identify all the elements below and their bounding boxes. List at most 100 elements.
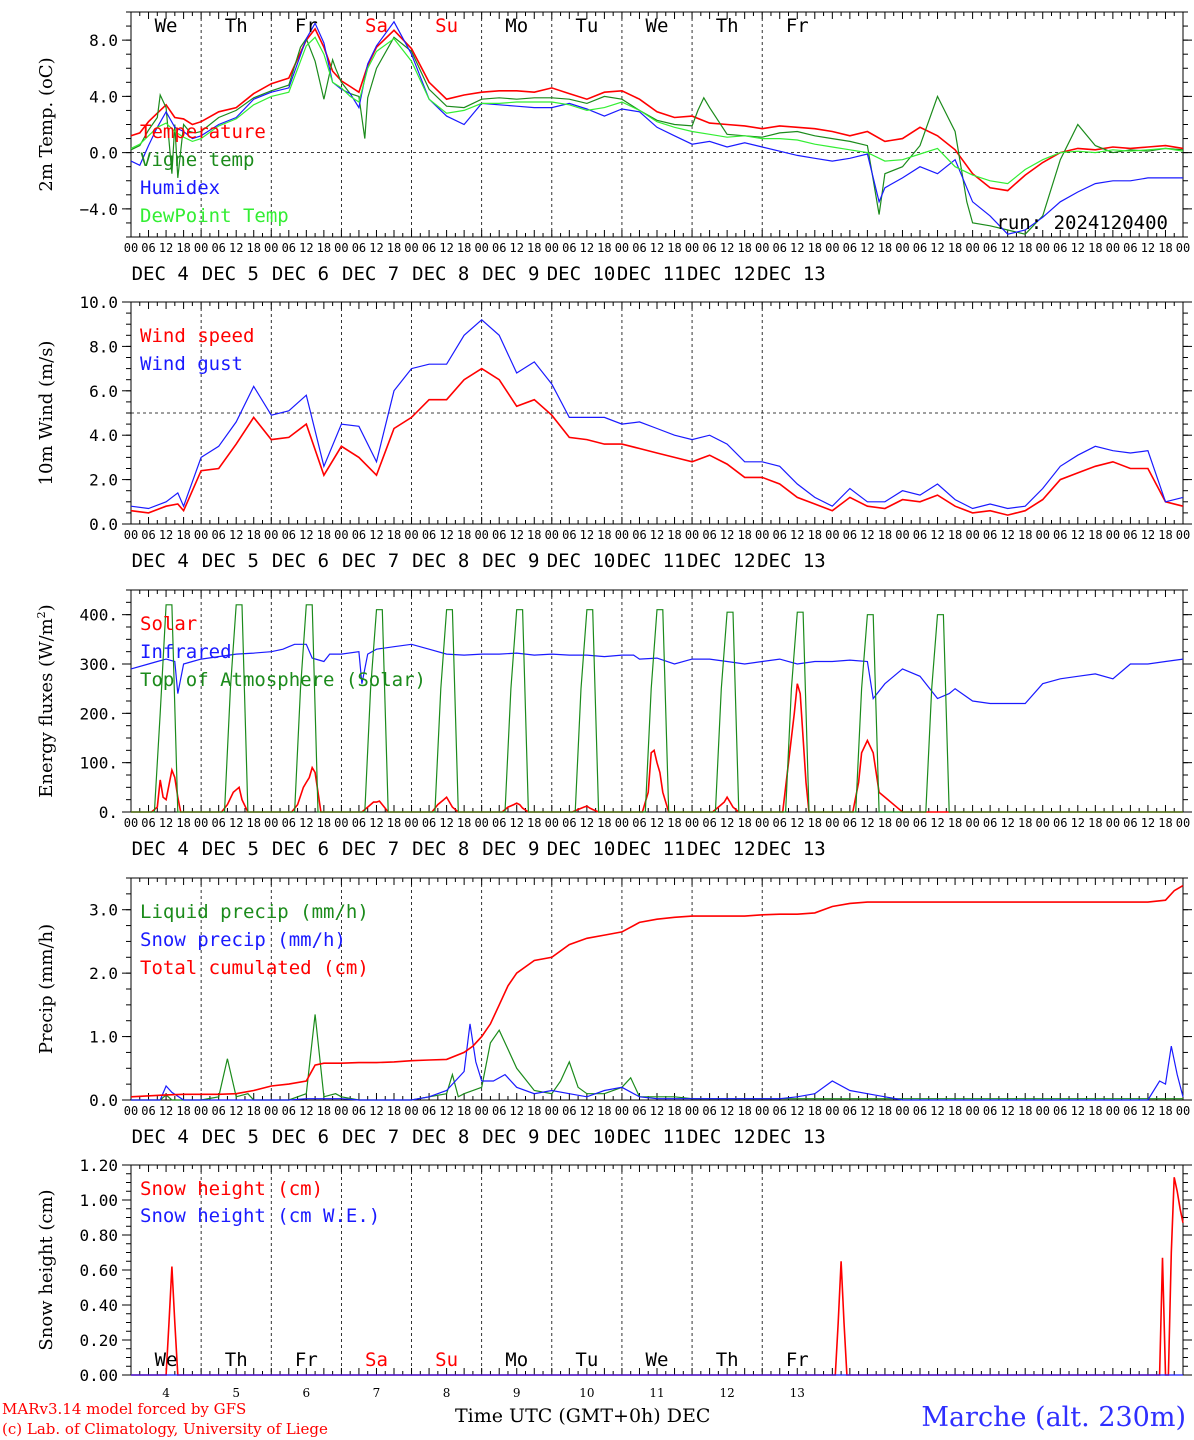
hour-tick-label: 06 bbox=[562, 1104, 576, 1118]
weekday-label: Tu bbox=[575, 15, 598, 37]
hour-tick-label: 12 bbox=[1141, 1104, 1155, 1118]
hour-tick-label: 00 bbox=[124, 816, 138, 830]
hour-tick-label: 12 bbox=[860, 241, 874, 255]
hour-tick-label: 06 bbox=[843, 816, 857, 830]
y-tick-label: 400. bbox=[79, 606, 118, 625]
hour-tick-label: 18 bbox=[597, 241, 611, 255]
hour-tick-label: 00 bbox=[124, 1104, 138, 1118]
date-label: DEC 5 bbox=[202, 550, 259, 572]
hour-tick-label: 18 bbox=[808, 528, 822, 542]
hour-tick-label: 18 bbox=[457, 241, 471, 255]
hour-tick-label: 00 bbox=[615, 816, 629, 830]
hour-tick-label: 00 bbox=[685, 528, 699, 542]
hour-tick-label: 00 bbox=[1036, 1104, 1050, 1118]
series-line bbox=[130, 36, 1184, 235]
y-tick-label: 4.0 bbox=[89, 426, 118, 445]
weekday-label: Mo bbox=[505, 1349, 528, 1371]
hour-tick-label: 00 bbox=[1036, 528, 1050, 542]
hour-tick-label: 18 bbox=[1158, 528, 1172, 542]
series-line bbox=[131, 604, 1183, 813]
hour-tick-label: 12 bbox=[930, 816, 944, 830]
hour-tick-label: 12 bbox=[1071, 241, 1085, 255]
hour-tick-label: 00 bbox=[124, 241, 138, 255]
hour-tick-label: 12 bbox=[720, 241, 734, 255]
y-tick-label: 200. bbox=[79, 704, 118, 723]
series-line bbox=[130, 643, 1184, 705]
hour-tick-label: 12 bbox=[299, 528, 313, 542]
hour-tick-label: 00 bbox=[825, 241, 839, 255]
series-line bbox=[131, 1177, 1184, 1376]
date-label: DEC 7 bbox=[342, 550, 399, 572]
hour-tick-label: 18 bbox=[1088, 816, 1102, 830]
hour-tick-label: 18 bbox=[317, 816, 331, 830]
hour-tick-label: 12 bbox=[1141, 816, 1155, 830]
hour-tick-label: 06 bbox=[492, 1104, 506, 1118]
hour-tick-label: 18 bbox=[737, 528, 751, 542]
hour-tick-label: 00 bbox=[264, 241, 278, 255]
hour-tick-label: 18 bbox=[317, 1104, 331, 1118]
hour-tick-label: 12 bbox=[930, 241, 944, 255]
date-label: DEC 4 bbox=[132, 550, 189, 572]
hour-tick-label: 06 bbox=[632, 528, 646, 542]
hour-tick-label: 06 bbox=[352, 241, 366, 255]
day-number-label: 10 bbox=[579, 1386, 594, 1400]
hour-tick-label: 06 bbox=[843, 528, 857, 542]
hour-tick-label: 18 bbox=[527, 816, 541, 830]
date-label: DEC 10 bbox=[547, 838, 616, 860]
date-label: DEC 10 bbox=[547, 550, 616, 572]
y-axis-label: Snow height (cm) bbox=[36, 1189, 57, 1350]
hour-tick-label: 12 bbox=[860, 1104, 874, 1118]
hour-tick-label: 00 bbox=[1176, 816, 1190, 830]
hour-tick-label: 06 bbox=[141, 241, 155, 255]
hour-tick-label: 06 bbox=[562, 241, 576, 255]
hour-tick-label: 12 bbox=[790, 1104, 804, 1118]
hour-tick-label: 18 bbox=[387, 816, 401, 830]
hour-tick-label: 18 bbox=[1018, 241, 1032, 255]
date-label: DEC 7 bbox=[342, 1126, 399, 1148]
hour-tick-label: 12 bbox=[1000, 816, 1014, 830]
date-label: DEC 8 bbox=[412, 550, 469, 572]
hour-tick-label: 18 bbox=[1018, 816, 1032, 830]
hour-tick-label: 06 bbox=[1053, 1104, 1067, 1118]
hour-tick-label: 06 bbox=[983, 1104, 997, 1118]
hour-tick-label: 00 bbox=[334, 1104, 348, 1118]
weekday-label: Fr bbox=[786, 15, 809, 37]
hour-tick-label: 12 bbox=[720, 816, 734, 830]
hour-tick-label: 00 bbox=[194, 528, 208, 542]
hour-tick-label: 12 bbox=[159, 241, 173, 255]
date-label: DEC 9 bbox=[482, 550, 539, 572]
hour-tick-label: 18 bbox=[527, 1104, 541, 1118]
hour-tick-label: 06 bbox=[983, 241, 997, 255]
series-line bbox=[130, 318, 1184, 510]
legend-label: Humidex bbox=[140, 177, 220, 199]
hour-tick-label: 06 bbox=[141, 1104, 155, 1118]
hour-tick-label: 06 bbox=[492, 528, 506, 542]
hour-tick-label: 12 bbox=[229, 528, 243, 542]
hour-tick-label: 00 bbox=[264, 1104, 278, 1118]
weekday-label: Th bbox=[716, 15, 739, 37]
hour-tick-label: 06 bbox=[422, 528, 436, 542]
hour-tick-label: 06 bbox=[141, 528, 155, 542]
hour-tick-label: 18 bbox=[247, 1104, 261, 1118]
hour-tick-label: 00 bbox=[685, 816, 699, 830]
hour-tick-label: 06 bbox=[352, 1104, 366, 1118]
weekday-label: Fr bbox=[295, 1349, 318, 1371]
weekday-label: Su bbox=[435, 15, 458, 37]
y-tick-label: 0.00 bbox=[79, 1366, 118, 1385]
hour-tick-label: 06 bbox=[913, 1104, 927, 1118]
hour-tick-label: 18 bbox=[1088, 241, 1102, 255]
hour-tick-label: 00 bbox=[474, 816, 488, 830]
weekday-label: Tu bbox=[575, 1349, 598, 1371]
day-number-label: 11 bbox=[649, 1386, 664, 1400]
date-label: DEC 11 bbox=[617, 263, 686, 285]
hour-tick-label: 00 bbox=[895, 1104, 909, 1118]
hour-tick-label: 00 bbox=[404, 816, 418, 830]
hour-tick-label: 18 bbox=[737, 241, 751, 255]
y-tick-label: 0.80 bbox=[79, 1226, 118, 1245]
hour-tick-label: 06 bbox=[562, 816, 576, 830]
hour-tick-label: 06 bbox=[983, 816, 997, 830]
weekday-label: Fr bbox=[295, 15, 318, 37]
y-tick-label: 0.0 bbox=[89, 144, 118, 163]
credit-line-1: MARv3.14 model forced by GFS bbox=[2, 1400, 247, 1418]
legend-label: Temperature bbox=[140, 121, 266, 143]
